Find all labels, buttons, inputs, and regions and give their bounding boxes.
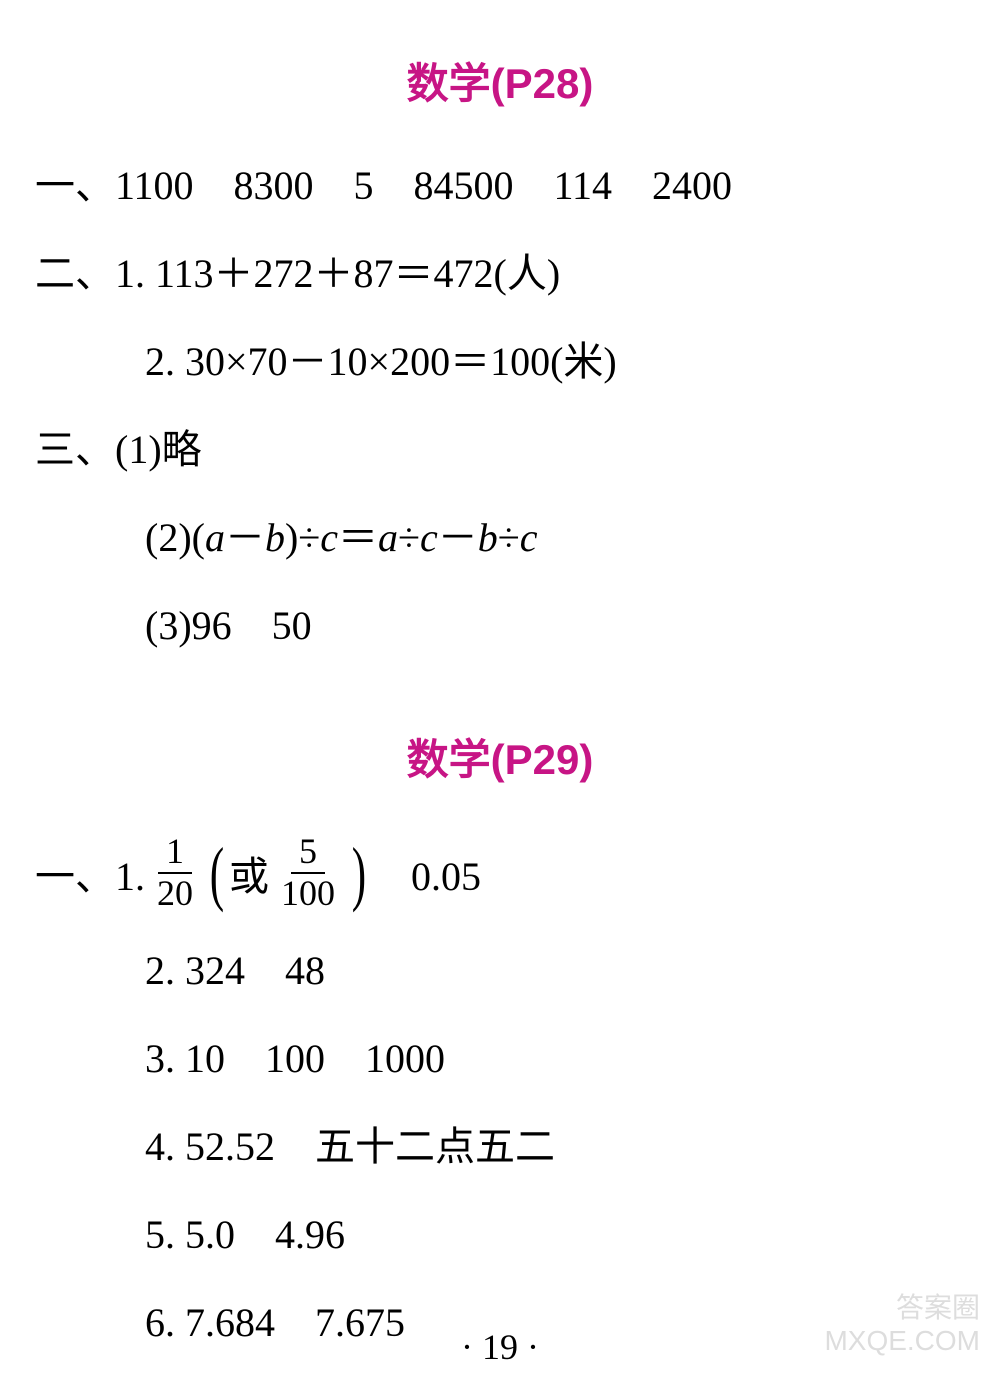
watermark-line1: 答案圈 (824, 1291, 980, 1325)
denominator: 100 (273, 874, 343, 914)
or-text: 或 (229, 844, 269, 902)
variable-c: c (520, 515, 538, 560)
formula-prefix: (2)( (145, 515, 205, 560)
numerator: 1 (158, 832, 192, 874)
answer-text: 5. 5.0 4.96 (145, 1212, 345, 1257)
variable-c: c (320, 515, 338, 560)
answer-text: 三、(1)略 (35, 427, 202, 472)
title-text: 数学(P28) (407, 60, 594, 107)
watermark: 答案圈 MXQE.COM (824, 1291, 980, 1358)
fraction-1-20: 1 20 (149, 832, 201, 913)
answer-line: (2)(a－b)÷c＝a÷c－b÷c (30, 508, 970, 568)
answer-line: (3)96 50 (30, 596, 970, 656)
operator: )÷ (285, 515, 320, 560)
answer-text: 4. 52.52 五十二点五二 (145, 1124, 555, 1169)
answer-line: 三、(1)略 (30, 420, 970, 480)
operator: ÷ (498, 515, 520, 560)
answer-text: 3. 10 100 1000 (145, 1036, 445, 1081)
answer-line: 二、1. 113＋272＋87＝472(人) (30, 244, 970, 304)
section-title-p28: 数学(P28) (30, 50, 970, 111)
answer-line: 3. 10 100 1000 (30, 1029, 970, 1089)
answer-text: 2. 30×70－10×200＝100(米) (145, 339, 617, 384)
answer-line: 4. 52.52 五十二点五二 (30, 1117, 970, 1177)
denominator: 20 (149, 874, 201, 914)
title-text: 数学(P29) (407, 736, 594, 783)
answer-line: 2. 30×70－10×200＝100(米) (30, 332, 970, 392)
answer-suffix: 0.05 (371, 844, 481, 902)
section-title-p29: 数学(P29) (30, 726, 970, 787)
variable-b: b (478, 515, 498, 560)
variable-b: b (265, 515, 285, 560)
answer-prefix: 一、1. (35, 844, 145, 902)
answer-text: 2. 324 48 (145, 948, 325, 993)
operator: － (438, 515, 478, 560)
variable-a: a (378, 515, 398, 560)
bracket-left-icon: ( (210, 837, 224, 909)
numerator: 5 (291, 832, 325, 874)
variable-a: a (205, 515, 225, 560)
watermark-line2: MXQE.COM (824, 1324, 980, 1358)
fraction-5-100: 5 100 (273, 832, 343, 913)
answer-text: 二、1. 113＋272＋87＝472(人) (35, 251, 560, 296)
answer-line-fraction: 一、1. 1 20 ( 或 5 100 ) 0.05 (30, 832, 970, 913)
page-number-text: · 19 · (461, 1327, 539, 1367)
operator: ＝ (338, 515, 378, 560)
variable-c: c (420, 515, 438, 560)
answer-line: 5. 5.0 4.96 (30, 1205, 970, 1265)
answer-text: (3)96 50 (145, 603, 312, 648)
answer-line: 一、1100 8300 5 84500 114 2400 (30, 156, 970, 216)
bracket-right-icon: ) (352, 837, 366, 909)
operator: ÷ (398, 515, 420, 560)
answer-text: 一、1100 8300 5 84500 114 2400 (35, 163, 732, 208)
answer-line: 2. 324 48 (30, 941, 970, 1001)
operator: － (225, 515, 265, 560)
